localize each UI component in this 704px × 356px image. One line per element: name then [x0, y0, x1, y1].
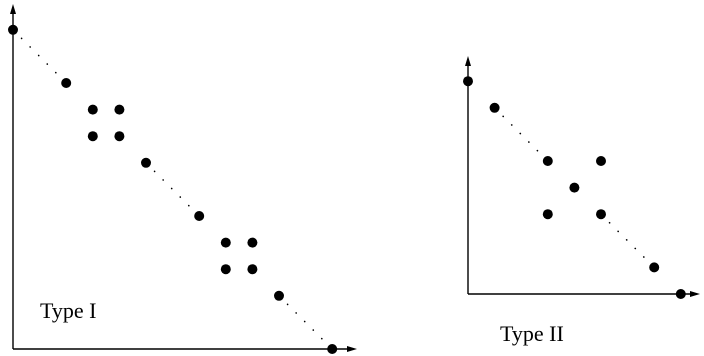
- type-2-point-0: [463, 76, 473, 87]
- type-1-point-6: [141, 157, 151, 168]
- type-1-point-5: [114, 131, 125, 142]
- type-2-point-1: [489, 102, 500, 113]
- type-2-point-7: [649, 262, 660, 273]
- type-2-point-5: [542, 209, 553, 220]
- type-1-point-2: [87, 104, 98, 115]
- type-1-dotted-segment-2: [278, 294, 334, 350]
- type-1-point-7: [194, 211, 205, 221]
- type-1-point-13: [327, 344, 338, 354]
- type-1-points: [8, 24, 338, 354]
- type-1-point-0: [8, 24, 18, 35]
- type-1-x-axis-arrow: [347, 346, 357, 352]
- type-1-point-8: [220, 237, 231, 248]
- type-2-dotted-paths: [493, 107, 656, 269]
- type-2-point-8: [675, 289, 686, 299]
- type-2-point-6: [596, 209, 606, 220]
- type-2-label: Type II: [500, 321, 564, 346]
- type-2-y-axis-arrow: [465, 56, 471, 66]
- type-1-y-axis-arrow: [10, 4, 16, 14]
- type-1-point-4: [87, 131, 98, 142]
- type-2-point-2: [542, 156, 553, 166]
- type-2-x-axis-arrow: [690, 291, 700, 297]
- type-2-point-3: [596, 156, 606, 166]
- type-2-diagram: Type II: [463, 56, 700, 346]
- type-1-point-9: [247, 237, 258, 248]
- type-1-point-1: [61, 78, 72, 88]
- type-1-point-12: [274, 290, 284, 301]
- type-1-dotted-paths: [12, 28, 334, 350]
- type-2-points: [463, 76, 686, 299]
- type-1-diagram: Type I: [8, 4, 357, 354]
- type-2-dotted-segment-0: [493, 107, 549, 162]
- type-1-dotted-segment-1: [145, 162, 200, 217]
- type-1-dotted-segment-0: [12, 28, 67, 84]
- type-1-point-11: [247, 264, 258, 275]
- type-1-label: Type I: [40, 298, 97, 323]
- type-1-point-3: [114, 104, 125, 115]
- type-2-point-4: [569, 182, 580, 193]
- type-1-point-10: [220, 264, 231, 275]
- type-2-dotted-segment-1: [600, 213, 656, 269]
